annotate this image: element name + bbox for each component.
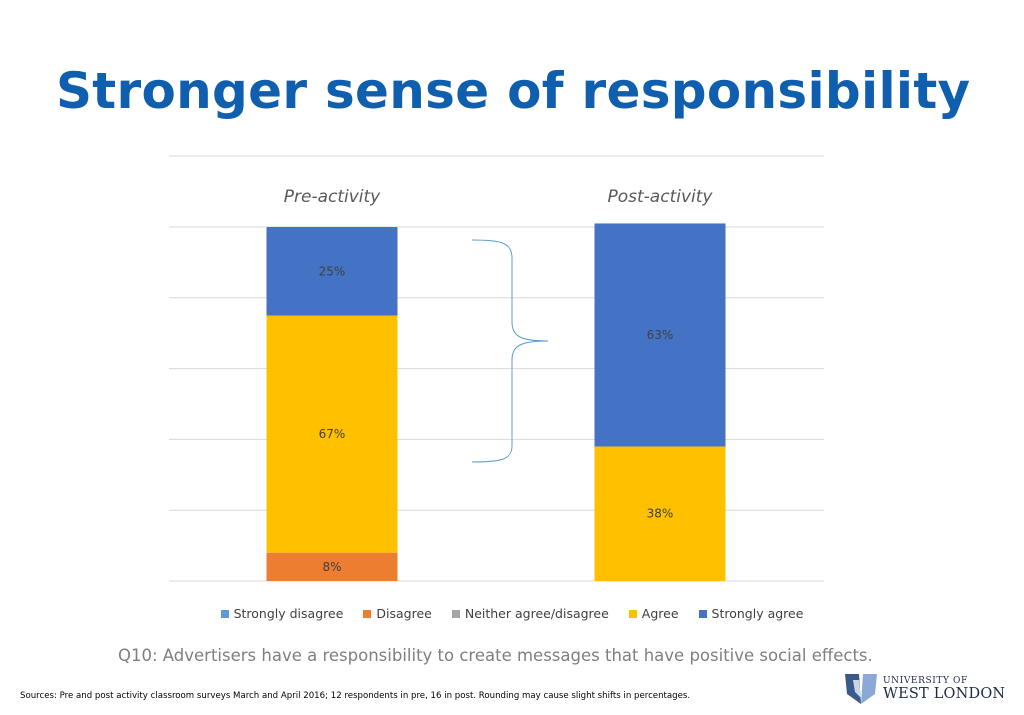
survey-question: Q10: Advertisers have a responsibility t… (118, 646, 873, 665)
data-label: 8% (322, 560, 341, 574)
category-label: Post-activity (608, 187, 714, 207)
legend-label: Neither agree/disagree (464, 606, 609, 621)
bar-segment (266, 227, 398, 316)
bar-segment (594, 446, 726, 581)
data-label: 25% (319, 264, 346, 278)
legend-label: Agree (641, 606, 679, 621)
comparison-brace (471, 239, 549, 463)
uwl-shield-icon (845, 674, 877, 704)
data-label: 67% (319, 427, 346, 441)
bar-segment (266, 315, 398, 553)
legend-item: Agree (628, 606, 679, 621)
legend-item: Disagree (363, 606, 432, 621)
legend-item: Strongly disagree (220, 606, 344, 621)
bar-segment (266, 552, 398, 581)
legend-item: Neither agree/disagree (451, 606, 609, 621)
sources-footnote: Sources: Pre and post activity classroom… (20, 691, 691, 701)
bar-segment (594, 223, 726, 447)
legend-swatch (628, 609, 637, 618)
legend-swatch (363, 609, 372, 618)
university-logo: UNIVERSITY OF WEST LONDON (843, 672, 1005, 706)
legend-label: Disagree (376, 606, 432, 621)
legend-label: Strongly disagree (233, 606, 344, 621)
slide-title: Stronger sense of responsibility (56, 62, 971, 120)
logo-text-line1: UNIVERSITY OF (883, 675, 968, 686)
legend-swatch (698, 609, 707, 618)
category-label: Pre-activity (284, 187, 381, 207)
legend-item: Strongly agree (698, 606, 804, 621)
legend-swatch (451, 609, 460, 618)
logo-text-line2: WEST LONDON (883, 685, 1006, 702)
chart-legend: Strongly disagree Disagree Neither agree/d… (0, 606, 1024, 621)
data-label: 63% (647, 328, 674, 342)
legend-swatch (220, 609, 229, 618)
legend-label: Strongly agree (711, 606, 804, 621)
data-label: 38% (647, 507, 674, 521)
